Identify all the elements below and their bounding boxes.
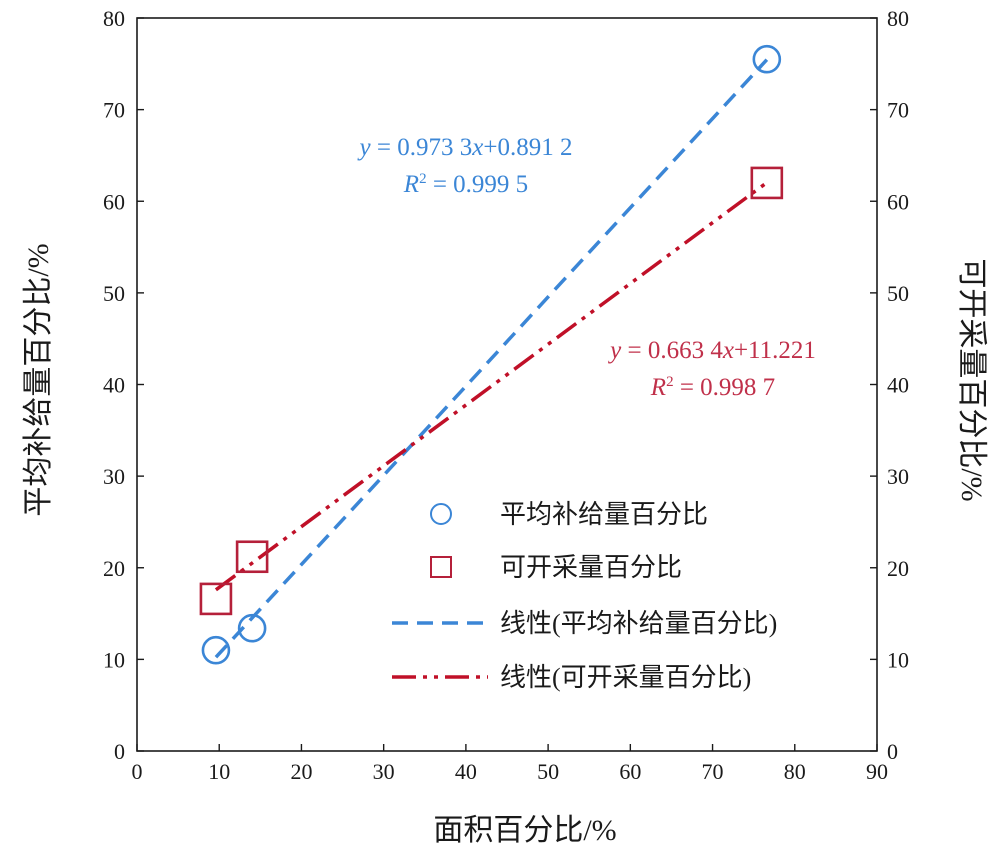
legend-square-marker — [430, 556, 452, 578]
y-tick-label-left: 60 — [103, 189, 125, 214]
legend-label-square: 可开采量百分比 — [500, 553, 682, 582]
x-tick-label: 70 — [702, 759, 724, 784]
x-tick-label: 80 — [784, 759, 806, 784]
trendline-red — [214, 181, 768, 592]
data-point-circle — [201, 635, 231, 665]
legend-label-red-trend: 线性(可开采量百分比) — [500, 663, 751, 692]
x-tick-label: 10 — [208, 759, 230, 784]
data-point-square — [199, 582, 233, 616]
trendline-blue — [214, 58, 769, 659]
x-tick-label: 50 — [537, 759, 559, 784]
x-axis-title: 面积百分比/% — [433, 814, 616, 847]
y-tick-label-right: 60 — [887, 189, 909, 214]
legend-circle-marker — [430, 503, 452, 525]
legend-item-circle: 平均补给量百分比 — [430, 500, 708, 529]
y-tick-label-right: 0 — [887, 739, 898, 764]
y-tick-label-right: 50 — [887, 281, 909, 306]
x-tick-label: 0 — [132, 759, 143, 784]
data-point-square — [235, 540, 269, 574]
data-point-square — [750, 166, 784, 200]
y-axis-title-right: 可开采量百分比/% — [955, 258, 988, 501]
x-tick-label: 20 — [290, 759, 312, 784]
y-tick-label-right: 30 — [887, 464, 909, 489]
data-points — [199, 44, 784, 665]
equation-red: y = 0.663 4x+11.221 — [607, 337, 816, 364]
y-tick-label-right: 10 — [887, 647, 909, 672]
r2-red: R2 = 0.998 7 — [650, 374, 775, 401]
y-tick-label-left: 10 — [103, 647, 125, 672]
y-tick-label-left: 30 — [103, 464, 125, 489]
x-tick-label: 40 — [455, 759, 477, 784]
data-point-circle — [237, 613, 267, 643]
y-tick-label-right: 70 — [887, 98, 909, 123]
y-tick-label-left: 80 — [103, 6, 125, 31]
equation-blue: y = 0.973 3x+0.891 2 — [357, 134, 573, 161]
trendlines — [214, 58, 769, 659]
y-tick-label-right: 20 — [887, 556, 909, 581]
y-tick-label-left: 40 — [103, 373, 125, 398]
y-tick-label-left: 0 — [114, 739, 125, 764]
legend-item-blue-trend: 线性(平均补给量百分比) — [392, 609, 777, 638]
y-tick-label-right: 80 — [887, 6, 909, 31]
y-tick-label-right: 40 — [887, 373, 909, 398]
legend-label-blue-trend: 线性(平均补给量百分比) — [500, 609, 777, 638]
y-axis-title-left: 平均补给量百分比/% — [22, 243, 55, 516]
legend-item-red-trend: 线性(可开采量百分比) — [392, 663, 751, 692]
legend-item-square: 可开采量百分比 — [430, 553, 682, 582]
y-tick-label-left: 50 — [103, 281, 125, 306]
x-tick-label: 60 — [619, 759, 641, 784]
y-tick-label-left: 70 — [103, 98, 125, 123]
r2-blue: R2 = 0.999 5 — [403, 171, 528, 198]
x-tick-label: 90 — [866, 759, 888, 784]
y-tick-label-left: 20 — [103, 556, 125, 581]
legend: 平均补给量百分比 可开采量百分比 线性(平均补给量百分比) 线性(可开采量百分比… — [392, 500, 777, 692]
legend-label-circle: 平均补给量百分比 — [500, 500, 708, 529]
x-tick-label: 30 — [373, 759, 395, 784]
data-point-circle — [752, 44, 782, 74]
